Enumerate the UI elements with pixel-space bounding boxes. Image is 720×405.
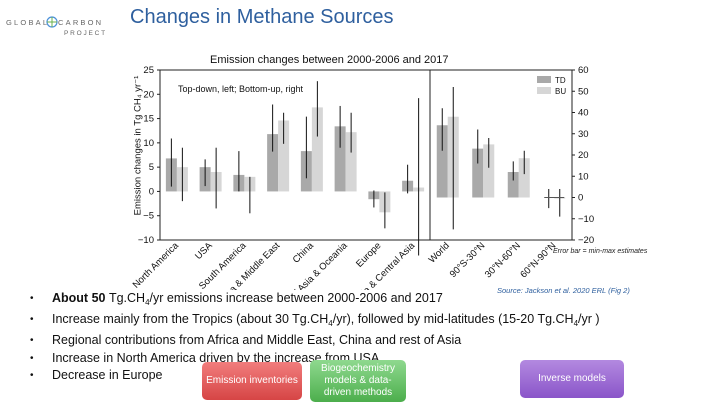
- biogeochemistry-models-button[interactable]: Biogeochemistry models & data-driven met…: [310, 360, 406, 402]
- y-tick-label-left: 25: [143, 65, 154, 76]
- bullet-icon: •: [30, 293, 34, 304]
- chart-note: Top-down, left; Bottom-up, right: [178, 84, 304, 94]
- y-tick-label-right: 0: [578, 193, 583, 204]
- bullet-subscript: 4: [328, 319, 333, 329]
- bullet-icon: •: [30, 352, 34, 364]
- bar-td: [436, 125, 448, 198]
- x-tick-label: World: [427, 240, 452, 265]
- y-tick-label-left: 15: [143, 114, 154, 125]
- legend-swatch: [537, 87, 551, 94]
- y-tick-label-right: 10: [578, 171, 589, 182]
- emission-inventories-button[interactable]: Emission inventories: [202, 362, 302, 400]
- logo-word-carbon: CARBON: [58, 18, 104, 27]
- y-tick-label-left: 5: [149, 162, 154, 173]
- bar-bu: [311, 107, 323, 192]
- y-axis-label: Emission changes in Tg CH₄ yr⁻¹: [132, 75, 144, 216]
- bar-td: [472, 148, 484, 198]
- bullet-text: /yr), followed by mid-latitudes (15-20 T…: [332, 312, 574, 327]
- bullet-text: Tg.CH: [108, 291, 146, 305]
- emission-changes-chart: −10 −5 0 5 10 15 20 25 −20 −10 0 10 20 30 40 50 60 North …: [131, 65, 594, 290]
- bar-bu: [483, 144, 495, 198]
- bullet-text: Regional contributions from Africa and M…: [52, 333, 462, 348]
- y-tick-label-left: 10: [143, 138, 154, 149]
- bullet-text: Increase mainly from the Tropics (about …: [52, 312, 329, 327]
- error-bar-note: Error bar = min-max estimates: [553, 248, 648, 255]
- x-tick-label: China: [291, 240, 317, 266]
- bullet-icon: •: [30, 314, 34, 326]
- slide-title: Changes in Methane Sources: [130, 6, 394, 28]
- bar-td: [267, 134, 279, 192]
- plot-frame: [159, 69, 573, 241]
- bullet-item: • About 50 Tg.CH4/yr emissions increase b…: [30, 290, 600, 311]
- bullet-text: /yr ): [578, 312, 600, 327]
- y-tick-label-left: 0: [149, 186, 154, 197]
- y-tick-label-right: 20: [578, 150, 589, 161]
- bullet-text: About 50: [52, 291, 109, 305]
- y-tick-label-right: 40: [578, 108, 589, 119]
- bullet-subscript: 4: [573, 319, 579, 329]
- bullet-icon: •: [30, 369, 34, 381]
- y-tick-label-right: 60: [578, 65, 589, 76]
- x-tick-label: North America: [131, 240, 182, 290]
- bullet-text: /yr emissions increase between 2000-2006…: [149, 291, 443, 305]
- legend-label: TD: [555, 76, 566, 85]
- bar-bu: [345, 132, 357, 192]
- global-carbon-project-logo: GLOBAL CARBON PROJECT: [6, 12, 105, 46]
- y-tick-label-left: −10: [138, 235, 154, 246]
- logo-word-global: GLOBAL: [6, 18, 50, 27]
- x-tick-label: 60°N-90°N: [518, 240, 558, 280]
- bullet-item: • Increase in North America driven by the…: [30, 350, 600, 367]
- y-tick-label-left: 20: [143, 89, 154, 100]
- x-tick-label: Europe: [354, 240, 383, 269]
- bar-bu: [278, 120, 290, 192]
- bar-td: [334, 126, 346, 192]
- bullet-item: • Regional contributions from Africa and …: [30, 332, 600, 349]
- legend-swatch: [537, 76, 551, 83]
- y-tick-label-right: 30: [578, 129, 589, 140]
- bullet-item: • Increase mainly from the Tropics (about…: [30, 311, 600, 332]
- x-tick-label: 30°N-60°N: [483, 240, 523, 280]
- bar-td: [507, 172, 519, 198]
- inverse-models-button[interactable]: Inverse models: [520, 360, 624, 398]
- bullet-item: • Decrease in Europe: [30, 367, 600, 384]
- legend-label: BU: [555, 87, 566, 96]
- bar-bu: [518, 158, 530, 198]
- source-note: Source: Jackson et al. 2020 ERL (Fig 2): [497, 286, 630, 295]
- globe-icon: [46, 16, 58, 28]
- bullet-text: Increase in North America driven by the …: [52, 350, 380, 365]
- y-tick-label-right: −10: [578, 214, 594, 225]
- bullet-icon: •: [30, 335, 34, 347]
- y-tick-label-right: 50: [578, 86, 589, 97]
- bullet-list: • About 50 Tg.CH4/yr emissions increase b…: [30, 290, 600, 384]
- chart-title: Emission changes between 2000-2006 and 2…: [210, 54, 449, 66]
- bullet-subscript: 4: [145, 298, 150, 307]
- bullet-text: Decrease in Europe: [52, 367, 163, 382]
- x-tick-label: 90°S-30°N: [448, 240, 488, 280]
- y-tick-label-right: −20: [578, 235, 594, 246]
- logo-word-project: PROJECT: [64, 30, 107, 37]
- y-tick-label-left: −5: [143, 211, 154, 222]
- x-tick-label: USA: [193, 240, 215, 262]
